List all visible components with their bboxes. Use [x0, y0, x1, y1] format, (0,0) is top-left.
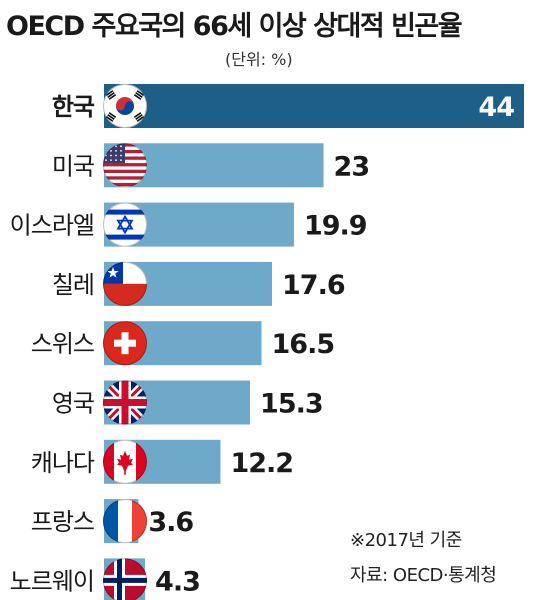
- canada-flag-icon: [103, 439, 147, 484]
- israel-flag-icon: [103, 202, 147, 247]
- usa-flag-icon: [103, 143, 147, 188]
- category-label-2: 이스라엘: [10, 212, 94, 240]
- source-note: 자료: OECD·통계청: [350, 565, 497, 586]
- year-note: ※2017년 기준: [350, 530, 462, 551]
- norway-flag-icon: [103, 558, 147, 600]
- category-label-4: 스위스: [31, 330, 94, 358]
- category-label-8: 노르웨이: [10, 567, 94, 595]
- category-label-6: 캐나다: [31, 449, 95, 477]
- value-label-5: 15.3: [260, 389, 323, 420]
- category-label-5: 영국: [52, 390, 94, 418]
- value-label-2: 19.9: [304, 211, 367, 242]
- south-korea-flag-icon: [103, 84, 147, 128]
- value-label-1: 23: [334, 151, 370, 182]
- category-label-0: 한국: [52, 93, 95, 121]
- category-label-7: 프랑스: [31, 508, 94, 536]
- value-label-4: 16.5: [272, 329, 335, 360]
- value-label-6: 12.2: [230, 448, 293, 479]
- bar-0: [104, 84, 524, 128]
- category-label-3: 칠레: [52, 271, 94, 299]
- value-label-7: 3.6: [148, 507, 193, 538]
- value-label-3: 17.6: [282, 270, 345, 301]
- switzerland-flag-icon: [103, 321, 147, 366]
- france-flag-icon: [103, 499, 147, 544]
- value-label-0: 44: [478, 92, 514, 123]
- unit-label: (단위: %): [225, 50, 293, 69]
- chile-flag-icon: [103, 261, 147, 306]
- uk-flag-icon: [103, 380, 147, 425]
- category-label-1: 미국: [52, 152, 94, 180]
- value-label-8: 4.3: [155, 566, 200, 597]
- chart-title: OECD 주요국의 66세 이상 상대적 빈곤율: [6, 11, 463, 42]
